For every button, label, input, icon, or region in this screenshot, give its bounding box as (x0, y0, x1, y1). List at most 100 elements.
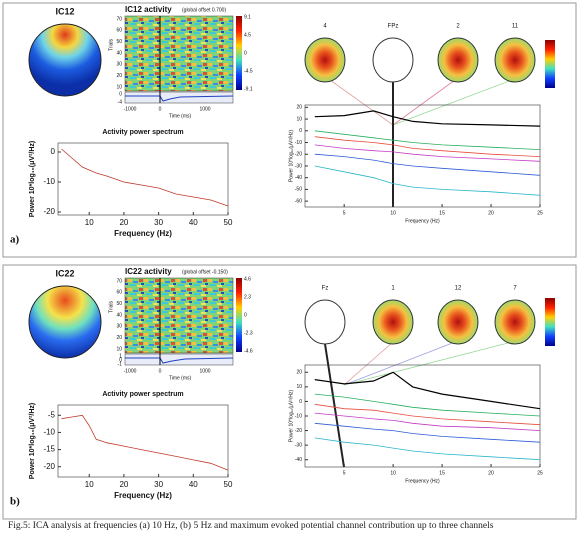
series-line (314, 412, 541, 431)
y-axis-label: Power 10*log₁₀(μV²/Hz) (288, 390, 294, 443)
figure: a) IC12 IC12 activity (global offset 0.700)… (2, 2, 577, 520)
x-tick-label: 5 (343, 210, 346, 216)
time-label: Time (ms) (169, 375, 192, 381)
colorbar-tick: 0 (244, 312, 247, 318)
x-tick-label: 50 (224, 480, 233, 489)
y-tick-label: -20 (43, 207, 55, 216)
y-tick-label: -40 (295, 175, 302, 181)
series-line (314, 153, 541, 176)
erp-tick: -1 (118, 361, 123, 367)
map-label: Fz (322, 286, 329, 292)
y-tick-label: 10 (296, 384, 302, 390)
trials-label: Trials (108, 300, 114, 313)
x-tick-label: 20 (119, 218, 128, 227)
map-label: 2 (456, 24, 460, 30)
x-axis-label: Frequency (Hz) (114, 229, 172, 238)
x-tick-label: 30 (154, 480, 163, 489)
trial-tick: 40 (116, 312, 122, 318)
y-tick-label: -60 (295, 198, 302, 204)
panel-frame (2, 2, 577, 258)
activity-offset: (global offset 0.700) (182, 7, 226, 13)
y-axis-label: Power 10*log₁₀(μV²/Hz) (29, 141, 36, 217)
x-tick-label: 10 (390, 210, 396, 216)
panel-frame (2, 264, 577, 520)
series-line (314, 165, 541, 196)
trial-tick: 30 (116, 324, 122, 330)
scalp-map (372, 37, 414, 83)
y-tick-label: -20 (295, 152, 302, 158)
y-tick-label: -50 (295, 187, 302, 193)
component-name: IC22 (55, 268, 74, 278)
trial-tick: 50 (116, 301, 122, 307)
colorbar-tick: 2.3 (244, 294, 251, 300)
series-line (314, 422, 541, 443)
series-line (314, 130, 541, 150)
activity-offset: (global offset -0.150) (182, 269, 228, 275)
map-label: 7 (513, 286, 517, 292)
series-line (314, 144, 541, 162)
series-line (314, 403, 541, 426)
colorbar-tick: 4.6 (244, 276, 251, 282)
x-tick-label: 30 (154, 218, 163, 227)
trial-tick: 10 (116, 84, 122, 90)
map-label: 1 (391, 286, 395, 292)
y-tick-label: -15 (43, 445, 55, 454)
series-line (314, 393, 541, 417)
y-tick-label: 0 (299, 399, 302, 405)
x-tick-label: 25 (537, 470, 543, 476)
erp-tick: -4 (118, 99, 123, 105)
colorbar-tick: -9.1 (244, 86, 253, 92)
plot-area (57, 142, 229, 216)
trial-tick: 10 (116, 346, 122, 352)
x-tick-label: 20 (119, 480, 128, 489)
series-line (61, 148, 229, 207)
trial-tick: 60 (116, 290, 122, 296)
x-tick-label: 40 (189, 218, 198, 227)
colorbar (236, 16, 242, 90)
trial-tick: 50 (116, 39, 122, 45)
map-label: FPz (388, 24, 399, 30)
colorbar-tick: 0 (244, 50, 247, 56)
connector (392, 79, 456, 126)
erp-tick: 0 (119, 357, 122, 363)
colorbar (236, 278, 242, 352)
x-axis-label: Frequency (Hz) (405, 218, 440, 224)
x-tick-label: 15 (439, 210, 445, 216)
y-tick-label: 0 (51, 147, 56, 156)
y-tick-label: -10 (295, 413, 302, 419)
y-tick-label: -30 (295, 442, 302, 448)
connector (329, 79, 394, 126)
trial-tick: 60 (116, 28, 122, 34)
x-tick-label: 10 (85, 480, 94, 489)
trial-tick: 70 (116, 278, 122, 284)
x-tick-label: 10 (85, 218, 94, 227)
trial-tick: 20 (116, 73, 122, 79)
x-tick-label: 5 (343, 470, 346, 476)
x-tick-label: 15 (439, 470, 445, 476)
scalp-map (437, 37, 479, 83)
colorbar (545, 298, 555, 346)
trial-tick: 20 (116, 335, 122, 341)
plot-area (304, 104, 541, 208)
x-tick-label: 20 (488, 470, 494, 476)
y-axis-label: Power 10*log₁₀(μV²/Hz) (288, 130, 294, 183)
x-axis-label: Frequency (Hz) (114, 491, 172, 500)
trial-tick: 30 (116, 62, 122, 68)
y-tick-label: -30 (295, 163, 302, 169)
panel-label: b) (10, 496, 20, 508)
y-tick-label: -40 (295, 457, 302, 463)
y-tick-label: -20 (295, 428, 302, 434)
colorbar-tick: -4.6 (244, 348, 253, 354)
colorbar-tick: 9.1 (244, 14, 251, 20)
trial-tick: 40 (116, 50, 122, 56)
map-label: 12 (455, 286, 462, 292)
time-tick: -1000 (124, 368, 137, 374)
y-axis-label: Power 10*log₁₀(μV²/Hz) (29, 403, 36, 479)
y-tick-label: 0 (299, 128, 302, 134)
caption: Fig.5: ICA analysis at frequencies (a) 1… (8, 521, 494, 531)
time-tick: 1000 (199, 368, 210, 374)
panel-label: a) (10, 234, 20, 246)
connector (343, 341, 456, 386)
x-axis-label: Frequency (Hz) (405, 478, 440, 484)
